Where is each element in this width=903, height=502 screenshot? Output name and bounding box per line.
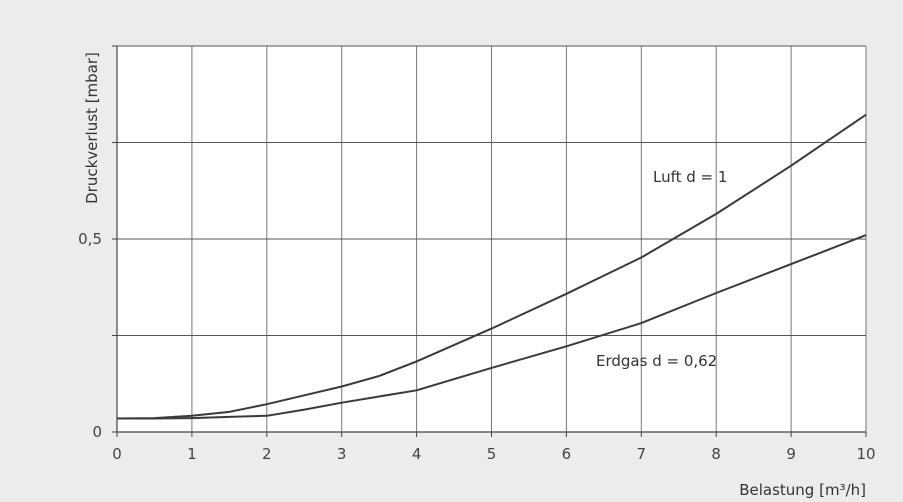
x-tick-labels: 0 1 2 3 4 5 6 7 8 9 10 <box>112 445 875 463</box>
x-tick-label: 9 <box>786 445 796 463</box>
y-tick-labels: 00,5 <box>78 230 102 441</box>
y-axis-label: Druckverlust [mbar] <box>83 52 101 204</box>
y-tick-label: 0 <box>92 423 102 441</box>
x-tick-label: 7 <box>637 445 647 463</box>
series-line-erdgas <box>117 234 867 420</box>
x-tick-label: 8 <box>711 445 721 463</box>
x-tick-label: 6 <box>562 445 572 463</box>
axes <box>112 45 867 437</box>
grid <box>117 45 867 432</box>
x-tick-label: 0 <box>112 445 122 463</box>
y-tick-label: 0,5 <box>78 230 102 248</box>
series-line-luft <box>116 113 867 420</box>
x-tick-label: 4 <box>412 445 422 463</box>
annotation-luft: Luft d = 1 <box>653 168 727 186</box>
x-tick-label: 1 <box>187 445 197 463</box>
x-axis-label: Belastung [m³/h] <box>739 481 866 499</box>
x-tick-label: 3 <box>337 445 347 463</box>
series-lines <box>116 113 867 420</box>
x-tick-label: 5 <box>487 445 497 463</box>
annotation-erdgas: Erdgas d = 0,62 <box>596 352 717 370</box>
x-tick-label: 2 <box>262 445 272 463</box>
x-tick-label: 10 <box>856 445 875 463</box>
